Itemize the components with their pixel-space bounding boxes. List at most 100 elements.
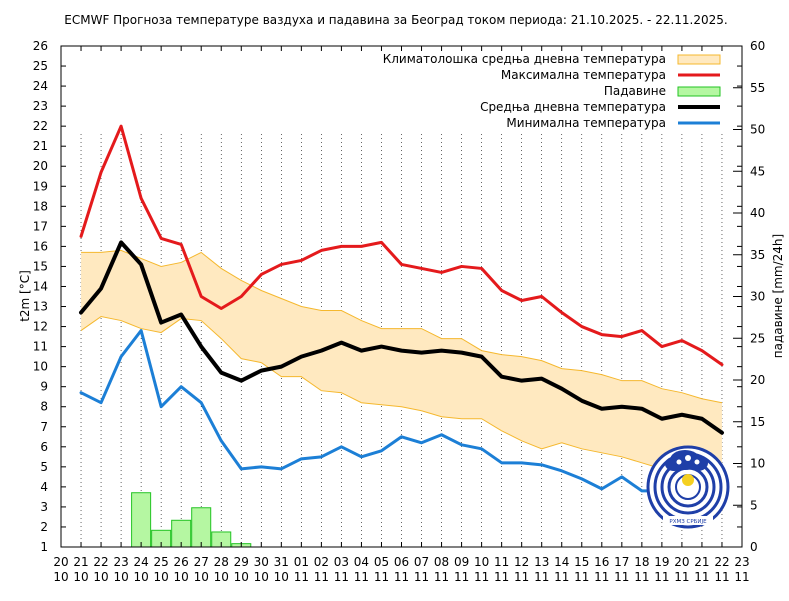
legend-label: Максимална температура [501,68,666,82]
y2-tick-label: 30 [750,290,765,304]
x-day-label: 20 [53,555,68,569]
y2-tick-label: 45 [750,164,765,178]
x-day-label: 29 [234,555,249,569]
y-tick-label: 25 [33,59,48,73]
y-tick-label: 20 [33,159,48,173]
y2-tick-label: 25 [750,331,765,345]
x-day-label: 13 [534,555,549,569]
legend-swatch-bar [677,86,721,97]
x-month-label: 11 [594,570,609,584]
y2-tick-label: 50 [750,123,765,137]
x-month-label: 11 [734,570,749,584]
logo-text: РХМЗ СРБИЈЕ [669,519,707,525]
x-day-label: 07 [414,555,429,569]
x-day-label: 03 [334,555,349,569]
y2-tick-label: 10 [750,457,765,471]
x-month-label: 11 [294,570,309,584]
precip-bar [191,507,212,548]
x-month-label: 10 [234,570,249,584]
x-month-label: 11 [374,570,389,584]
y-tick-label: 5 [40,460,48,474]
x-month-label: 10 [254,570,269,584]
rhmz-logo: РХМЗ СРБИЈЕ [646,445,730,529]
y-tick-label: 15 [33,259,48,273]
x-day-label: 24 [133,555,148,569]
legend-label: Минимална температура [506,116,666,130]
y-tick-label: 10 [33,360,48,374]
chart-title: ECMWF Прогноза температуре ваздуха и пад… [64,13,727,27]
y-tick-label: 8 [40,400,48,414]
x-day-label: 28 [214,555,229,569]
x-month-label: 10 [53,570,68,584]
x-day-label: 22 [714,555,729,569]
y-tick-label: 14 [33,279,48,293]
x-day-label: 14 [554,555,569,569]
y-tick-label: 17 [33,219,48,233]
x-day-label: 17 [614,555,629,569]
temperature-series [79,124,724,497]
x-month-label: 10 [274,570,289,584]
x-month-label: 10 [154,570,169,584]
y-tick-label: 4 [40,480,48,494]
y-tick-label: 19 [33,179,48,193]
y-tick-label: 7 [40,420,48,434]
y-tick-label: 6 [40,440,48,454]
x-day-label: 02 [314,555,329,569]
legend: Климатолошка средња дневна температура Ма… [383,52,721,130]
y-tick-label: 3 [40,500,48,514]
x-day-label: 31 [274,555,289,569]
y2-axis-label: падавине [mm/24h] [771,234,785,358]
y2-tick-label: 0 [750,540,758,554]
x-day-label: 16 [594,555,609,569]
x-day-label: 04 [354,555,369,569]
y-tick-label: 16 [33,239,48,253]
x-month-label: 11 [654,570,669,584]
x-month-label: 10 [214,570,229,584]
x-day-label: 06 [394,555,409,569]
x-month-label: 11 [694,570,709,584]
x-month-label: 10 [73,570,88,584]
x-day-label: 01 [294,555,309,569]
x-month-label: 11 [334,570,349,584]
x-day-label: 30 [254,555,269,569]
legend-label: Климатолошка средња дневна температура [383,52,666,66]
x-month-label: 11 [474,570,489,584]
precipitation-bars [131,492,252,548]
y-tick-label: 26 [33,39,48,53]
y-tick-label: 21 [33,139,48,153]
x-day-label: 19 [654,555,669,569]
y-tick-label: 22 [33,119,48,133]
x-day-label: 12 [514,555,529,569]
x-day-label: 08 [434,555,449,569]
x-day-label: 15 [574,555,589,569]
x-day-label: 26 [174,555,189,569]
series-line [79,329,724,497]
x-month-label: 11 [414,570,429,584]
y-axis-label: t2m [°C] [18,270,32,322]
x-day-label: 20 [674,555,689,569]
x-day-label: 09 [454,555,469,569]
x-month-label: 11 [714,570,729,584]
x-month-label: 11 [534,570,549,584]
x-day-label: 21 [73,555,88,569]
climate-band-lower [80,316,723,488]
x-month-label: 11 [394,570,409,584]
axes: 1234567891011121314151617181920212223242… [33,39,766,584]
x-month-label: 11 [514,570,529,584]
y2-tick-label: 15 [750,415,765,429]
legend-label: Падавине [604,84,666,98]
y-tick-label: 23 [33,99,48,113]
y-tick-label: 1 [40,540,48,554]
series-line [79,124,724,367]
x-day-label: 18 [634,555,649,569]
y2-tick-label: 55 [750,81,765,95]
x-day-label: 10 [474,555,489,569]
x-day-label: 05 [374,555,389,569]
x-month-label: 11 [354,570,369,584]
x-day-label: 27 [194,555,209,569]
y-tick-label: 24 [33,79,48,93]
legend-swatch-band [677,54,721,65]
y-tick-label: 13 [33,300,48,314]
x-month-label: 11 [674,570,689,584]
